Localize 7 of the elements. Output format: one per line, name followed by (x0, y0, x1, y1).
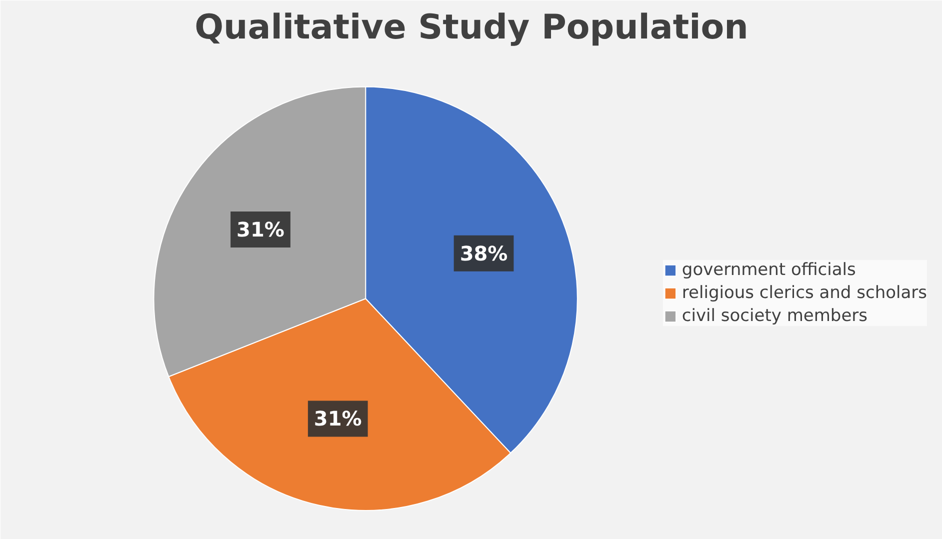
legend-label: civil society members (682, 306, 868, 326)
data-label: 31% (236, 217, 284, 242)
legend-label: government officials (682, 260, 856, 280)
legend-label: religious clerics and scholars (682, 283, 927, 303)
chart-title: Qualitative Study Population (194, 8, 748, 48)
data-label: 38% (460, 241, 508, 266)
data-label: 31% (314, 406, 362, 431)
